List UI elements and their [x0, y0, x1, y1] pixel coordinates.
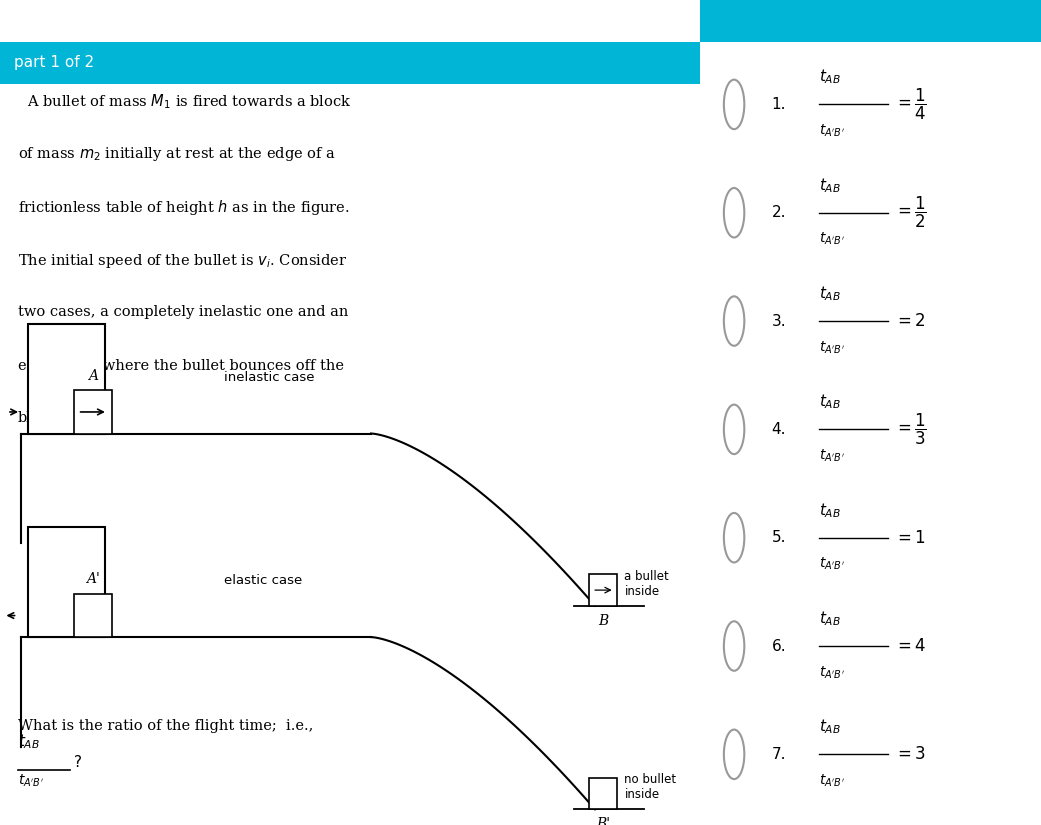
Text: $t_{AB}$: $t_{AB}$	[819, 609, 841, 628]
Circle shape	[723, 513, 744, 563]
Bar	[589, 778, 617, 809]
Text: What is the ratio of the flight time;  i.e.,: What is the ratio of the flight time; i.…	[18, 719, 313, 733]
Text: block.: block.	[18, 412, 62, 426]
Text: frictionless table of height $h$ as in the figure.: frictionless table of height $h$ as in t…	[18, 198, 350, 217]
Text: $t_{A'B'}$: $t_{A'B'}$	[819, 772, 845, 789]
Text: $t_{AB}$: $t_{AB}$	[819, 393, 841, 411]
Text: $t_{A'B'}$: $t_{A'B'}$	[819, 447, 845, 464]
Text: B': B'	[596, 818, 610, 825]
Bar	[74, 594, 112, 637]
Text: $t_{AB}$: $t_{AB}$	[18, 732, 40, 751]
Text: B: B	[599, 614, 609, 628]
Bar	[28, 324, 105, 433]
Text: $t_{AB}$: $t_{AB}$	[819, 176, 841, 195]
Text: $= 3$: $= 3$	[894, 745, 926, 763]
Text: inelastic case: inelastic case	[224, 371, 314, 384]
Text: $= \dfrac{1}{3}$: $= \dfrac{1}{3}$	[894, 412, 928, 447]
Text: $t_{A'B'}$: $t_{A'B'}$	[18, 772, 44, 789]
Bar	[700, 0, 1041, 42]
Text: no bullet
inside: no bullet inside	[625, 773, 677, 801]
Text: $t_{A'B'}$: $t_{A'B'}$	[819, 664, 845, 681]
Text: $t_{AB}$: $t_{AB}$	[819, 68, 841, 87]
Text: two cases, a completely inelastic one and an: two cases, a completely inelastic one an…	[18, 304, 348, 318]
Circle shape	[723, 404, 744, 454]
Text: 7.: 7.	[771, 747, 786, 761]
Text: $= \dfrac{1}{2}$: $= \dfrac{1}{2}$	[894, 196, 928, 230]
Text: 4.: 4.	[771, 422, 786, 437]
Bar	[589, 574, 617, 606]
Circle shape	[723, 80, 744, 130]
Text: $= 1$: $= 1$	[894, 529, 925, 547]
Circle shape	[723, 296, 744, 346]
Text: $t_{A'B'}$: $t_{A'B'}$	[819, 556, 845, 573]
Text: 1.: 1.	[771, 97, 786, 112]
Text: elastic case: elastic case	[224, 574, 302, 587]
Text: $t_{AB}$: $t_{AB}$	[819, 718, 841, 736]
Bar	[0, 42, 700, 84]
Text: $t_{A'B'}$: $t_{A'B'}$	[819, 339, 845, 356]
Circle shape	[723, 621, 744, 671]
Text: 6.: 6.	[771, 639, 786, 653]
Text: 2.: 2.	[771, 205, 786, 220]
Text: 3.: 3.	[771, 314, 786, 328]
Circle shape	[723, 729, 744, 779]
Text: $= 4$: $= 4$	[894, 637, 926, 655]
Text: The initial speed of the bullet is $v_i$. Consider: The initial speed of the bullet is $v_i$…	[18, 252, 347, 270]
Text: A': A'	[85, 573, 100, 587]
Text: A bullet of mass $M_1$ is fired towards a block: A bullet of mass $M_1$ is fired towards …	[18, 92, 351, 111]
Text: $t_{AB}$: $t_{AB}$	[819, 501, 841, 520]
Text: 5.: 5.	[771, 530, 786, 545]
Text: $t_{A'B'}$: $t_{A'B'}$	[819, 231, 845, 248]
Text: 4. Bullet Striking a Block 20 pts possible: 4. Bullet Striking a Block 20 pts possib…	[10, 12, 421, 30]
Text: of mass $m_2$ initially at rest at the edge of a: of mass $m_2$ initially at rest at the e…	[18, 145, 335, 163]
Text: A: A	[87, 369, 98, 383]
Bar	[28, 527, 105, 637]
Text: $t_{AB}$: $t_{AB}$	[819, 284, 841, 303]
Text: elastic one,where the bullet bounces off the: elastic one,where the bullet bounces off…	[18, 358, 344, 372]
Text: $t_{A'B'}$: $t_{A'B'}$	[819, 123, 845, 139]
Text: part 1 of 2: part 1 of 2	[14, 55, 94, 70]
Circle shape	[723, 188, 744, 238]
Bar	[74, 390, 112, 433]
Text: a bullet
inside: a bullet inside	[625, 570, 669, 598]
Text: $= \dfrac{1}{4}$: $= \dfrac{1}{4}$	[894, 87, 928, 122]
Text: $= 2$: $= 2$	[894, 312, 925, 330]
Text: ?: ?	[74, 755, 81, 770]
